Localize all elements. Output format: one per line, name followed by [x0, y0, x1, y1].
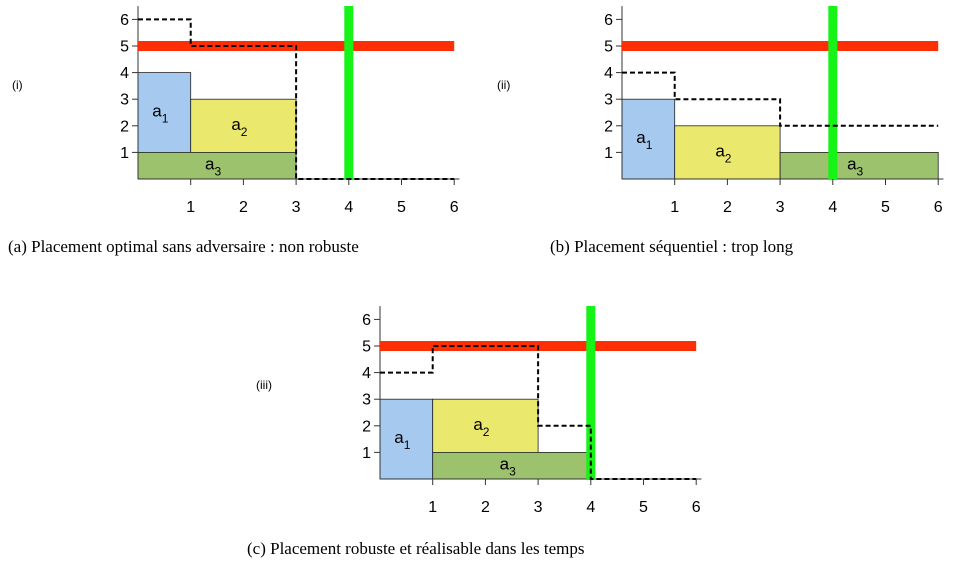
x-tick-label: 1: [670, 199, 679, 216]
panel-tag: (ii): [497, 78, 511, 92]
panel-tag: (i): [12, 78, 23, 92]
task-block-a1: [621, 98, 676, 180]
y-tick-label: 3: [362, 392, 371, 409]
x-tick-label: 4: [828, 199, 837, 216]
panel-a: (i) 1 2 3 4 5 6 1 2 3 4 5 6 a1 a2 a3 (a) Placement opt…: [0, 0, 480, 300]
figure-caption: (a) Placement optimal sans adversaire : …: [8, 237, 359, 256]
x-tick-label: 2: [481, 499, 490, 516]
x-tick-label: 6: [934, 199, 943, 216]
panel-tag: (iii): [256, 378, 272, 392]
x-tick-label: 3: [776, 199, 785, 216]
time-bar: [344, 6, 354, 179]
y-tick-label: 4: [120, 65, 129, 82]
x-tick-label: 3: [292, 199, 301, 216]
figure-caption: (c) Placement robuste et réalisable dans…: [247, 539, 585, 558]
x-tick-label: 2: [723, 199, 732, 216]
x-tick-label: 5: [881, 199, 890, 216]
task-block-a2: [190, 98, 297, 153]
y-tick-label: 3: [120, 92, 129, 109]
x-tick-label: 1: [186, 199, 195, 216]
x-tick-label: 2: [239, 199, 248, 216]
y-tick-label: 3: [604, 92, 613, 109]
y-tick-label: 2: [120, 118, 129, 135]
x-tick-label: 5: [639, 499, 648, 516]
panel-b: (ii) 1 2 3 4 5 6 1 2 3 4 5 6 a1 a2 a3 (b) Placement sé…: [480, 0, 960, 300]
y-tick-label: 4: [604, 65, 613, 82]
x-tick-label: 1: [428, 499, 437, 516]
x-tick-label: 4: [344, 199, 353, 216]
task-block-a2: [432, 398, 539, 453]
y-tick-label: 6: [120, 12, 129, 29]
y-tick-label: 1: [362, 445, 371, 462]
task-block-a3: [779, 151, 939, 180]
x-tick-label: 4: [586, 499, 595, 516]
load-profile-line: [380, 345, 697, 480]
figure-caption: (b) Placement séquentiel : trop long: [550, 237, 794, 256]
x-tick-label: 5: [397, 199, 406, 216]
load-profile-line: [138, 18, 455, 180]
y-tick-label: 5: [120, 39, 129, 56]
y-tick-label: 1: [604, 145, 613, 162]
x-tick-label: 3: [534, 499, 543, 516]
y-tick-label: 5: [604, 39, 613, 56]
y-tick-label: 4: [362, 365, 371, 382]
y-tick-label: 2: [604, 118, 613, 135]
y-tick-label: 6: [362, 312, 371, 329]
y-tick-label: 2: [362, 418, 371, 435]
y-tick-label: 6: [604, 12, 613, 29]
adversary-bar: [622, 41, 939, 51]
panel-c: (iii) 1 2 3 4 5 6 1 2 3 4 5 6 a1 a2 a3 (c) Placement r…: [0, 300, 960, 588]
task-block-a1: [379, 398, 434, 480]
y-tick-label: 5: [362, 339, 371, 356]
load-profile-line: [622, 71, 939, 127]
y-tick-label: 1: [120, 145, 129, 162]
time-bar: [586, 306, 596, 479]
time-bar: [828, 6, 838, 179]
task-block-a3: [432, 451, 592, 480]
x-tick-label: 6: [692, 499, 701, 516]
x-tick-label: 6: [450, 199, 459, 216]
